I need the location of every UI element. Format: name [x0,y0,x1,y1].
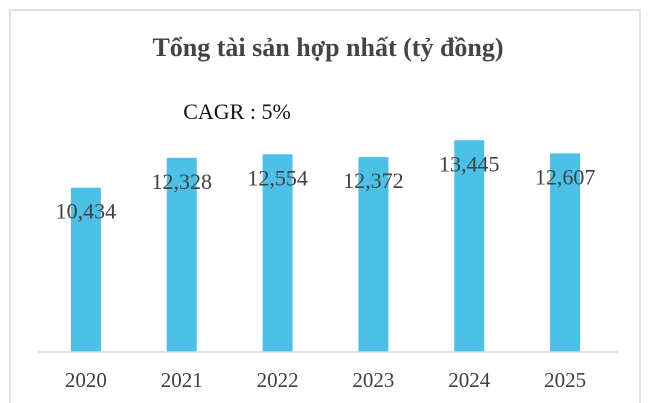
annotation: CAGR : 5% [183,99,291,124]
bar [70,187,101,352]
chart-frame [9,9,641,403]
x-tick-label: 2021 [161,368,203,392]
data-label: 10,434 [56,199,117,224]
x-tick-label: 2020 [65,368,107,392]
bar [550,153,581,352]
bar [358,157,389,352]
bar [262,154,293,352]
data-label: 12,328 [152,169,213,194]
bar [166,157,197,352]
x-tick-label: 2024 [448,368,491,392]
data-label: 12,554 [247,165,308,190]
data-label: 13,445 [439,151,500,176]
bar [454,140,485,352]
chart-title: Tổng tài sản hợp nhất (tỷ đồng) [152,33,503,62]
data-label: 12,607 [535,164,596,189]
x-tick-label: 2023 [352,368,394,392]
x-tick-label: 2025 [544,368,586,392]
data-label: 12,372 [343,168,404,193]
x-tick-label: 2022 [257,368,299,392]
